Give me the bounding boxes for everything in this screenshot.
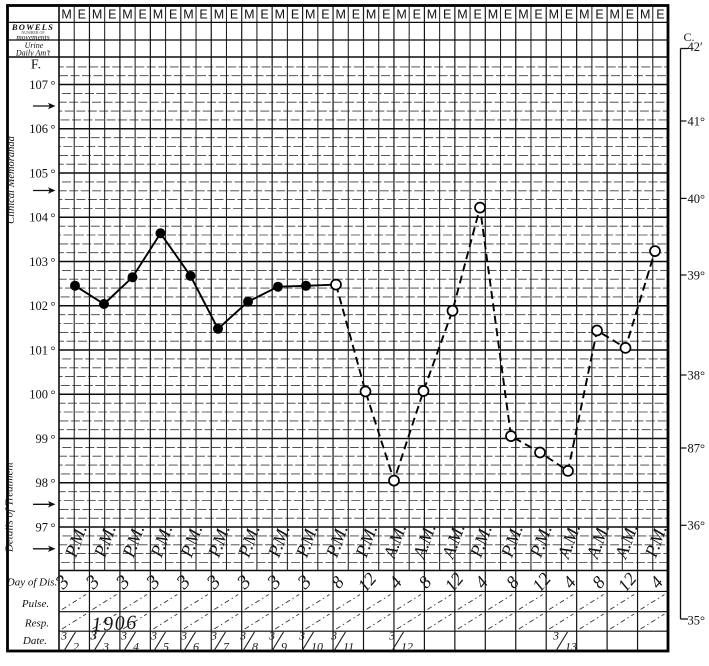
svg-text:M: M bbox=[366, 8, 376, 22]
svg-text:E: E bbox=[169, 8, 177, 22]
svg-text:13: 13 bbox=[565, 640, 577, 654]
svg-text:99 °: 99 ° bbox=[35, 432, 55, 446]
svg-text:5: 5 bbox=[163, 640, 169, 654]
svg-text:106 °: 106 ° bbox=[29, 122, 55, 136]
svg-text:E: E bbox=[413, 8, 421, 22]
svg-text:102 °: 102 ° bbox=[29, 299, 55, 313]
svg-text:M: M bbox=[305, 8, 315, 22]
svg-text:104 °: 104 ° bbox=[29, 211, 55, 225]
svg-text:M: M bbox=[183, 8, 193, 22]
svg-text:Details of Treatment: Details of Treatment bbox=[4, 461, 16, 553]
svg-text:Urine: Urine bbox=[25, 41, 44, 50]
svg-text:3: 3 bbox=[388, 629, 395, 643]
svg-text:M: M bbox=[488, 8, 498, 22]
svg-text:E: E bbox=[321, 8, 329, 22]
svg-text:E: E bbox=[199, 8, 207, 22]
svg-text:NUMBER OF: NUMBER OF bbox=[21, 30, 45, 35]
svg-text:M: M bbox=[335, 8, 345, 22]
svg-text:E: E bbox=[139, 8, 147, 22]
svg-text:movements: movements bbox=[16, 33, 49, 42]
svg-text:M: M bbox=[640, 8, 650, 22]
svg-text:M: M bbox=[61, 8, 71, 22]
svg-text:Daily Am’t: Daily Am’t bbox=[15, 49, 51, 58]
svg-text:E: E bbox=[291, 8, 299, 22]
svg-text:M: M bbox=[244, 8, 254, 22]
svg-text:3: 3 bbox=[298, 629, 305, 643]
svg-text:87°: 87° bbox=[688, 442, 706, 456]
svg-text:40°: 40° bbox=[688, 192, 706, 206]
svg-text:41°: 41° bbox=[688, 115, 706, 129]
svg-text:E: E bbox=[108, 8, 116, 22]
svg-text:38°: 38° bbox=[688, 369, 706, 383]
svg-text:3: 3 bbox=[552, 629, 559, 643]
svg-text:3: 3 bbox=[60, 629, 67, 643]
svg-text:M: M bbox=[396, 8, 406, 22]
svg-text:M: M bbox=[609, 8, 619, 22]
svg-text:Day of Dis.: Day of Dis. bbox=[6, 577, 57, 589]
svg-text:8: 8 bbox=[252, 640, 258, 654]
svg-text:E: E bbox=[382, 8, 390, 22]
svg-text:3: 3 bbox=[180, 629, 187, 643]
svg-text:35°: 35° bbox=[688, 614, 706, 628]
svg-text:M: M bbox=[122, 8, 132, 22]
svg-text:M: M bbox=[457, 8, 467, 22]
svg-text:M: M bbox=[214, 8, 224, 22]
svg-text:E: E bbox=[443, 8, 451, 22]
svg-text:3: 3 bbox=[268, 629, 275, 643]
svg-text:107 °: 107 ° bbox=[29, 78, 55, 92]
svg-text:10: 10 bbox=[311, 640, 323, 654]
svg-text:98 °: 98 ° bbox=[35, 476, 55, 490]
svg-text:3: 3 bbox=[330, 629, 337, 643]
svg-text:M: M bbox=[153, 8, 163, 22]
svg-text:Clinical Memoranda: Clinical Memoranda bbox=[6, 136, 17, 224]
svg-text:M: M bbox=[427, 8, 437, 22]
svg-text:Resp.: Resp. bbox=[24, 618, 49, 630]
svg-text:11: 11 bbox=[343, 640, 354, 654]
svg-text:E: E bbox=[504, 8, 512, 22]
svg-text:6: 6 bbox=[193, 640, 199, 654]
svg-text:E: E bbox=[230, 8, 238, 22]
svg-text:Pulse.: Pulse. bbox=[21, 598, 49, 610]
svg-text:E: E bbox=[78, 8, 86, 22]
svg-text:103 °: 103 ° bbox=[29, 255, 55, 269]
svg-text:E: E bbox=[565, 8, 573, 22]
svg-text:E: E bbox=[534, 8, 542, 22]
svg-text:C.: C. bbox=[684, 30, 695, 44]
svg-text:105 °: 105 ° bbox=[29, 166, 55, 180]
svg-text:2: 2 bbox=[73, 640, 79, 654]
svg-text:39°: 39° bbox=[688, 269, 706, 283]
svg-text:3: 3 bbox=[239, 629, 246, 643]
svg-text:9: 9 bbox=[281, 640, 287, 654]
svg-text:BOWELS: BOWELS bbox=[11, 22, 54, 32]
svg-text:3: 3 bbox=[102, 640, 109, 654]
svg-text:E: E bbox=[595, 8, 603, 22]
svg-text:36°: 36° bbox=[688, 519, 706, 533]
svg-text:M: M bbox=[275, 8, 285, 22]
svg-text:101 °: 101 ° bbox=[29, 343, 55, 357]
svg-text:3: 3 bbox=[210, 629, 217, 643]
svg-text:M: M bbox=[518, 8, 528, 22]
svg-text:Date.: Date. bbox=[22, 635, 47, 647]
svg-text:7: 7 bbox=[223, 640, 230, 654]
svg-text:M: M bbox=[549, 8, 559, 22]
svg-text:97 °: 97 ° bbox=[35, 520, 55, 534]
svg-text:3: 3 bbox=[150, 629, 157, 643]
svg-text:3: 3 bbox=[90, 628, 98, 643]
svg-text:E: E bbox=[626, 8, 634, 22]
svg-text:E: E bbox=[656, 8, 664, 22]
svg-text:M: M bbox=[92, 8, 102, 22]
svg-text:12: 12 bbox=[401, 640, 413, 654]
svg-text:1906: 1906 bbox=[91, 612, 138, 636]
svg-text:100 °: 100 ° bbox=[29, 388, 55, 402]
svg-text:F.: F. bbox=[31, 58, 41, 73]
svg-text:E: E bbox=[352, 8, 360, 22]
svg-text:3: 3 bbox=[120, 629, 127, 643]
svg-text:E: E bbox=[260, 8, 268, 22]
svg-text:4: 4 bbox=[133, 640, 139, 654]
svg-text:M: M bbox=[579, 8, 589, 22]
svg-text:E: E bbox=[474, 8, 482, 22]
svg-text:42′: 42′ bbox=[688, 40, 704, 54]
